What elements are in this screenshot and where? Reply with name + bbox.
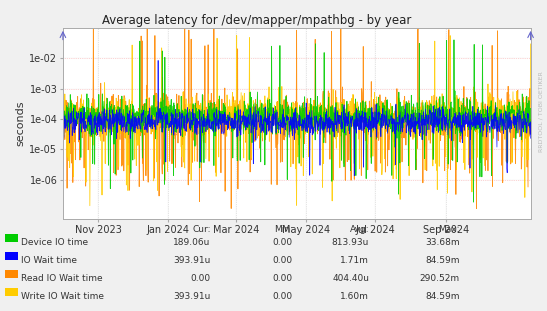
Text: Min:: Min:: [274, 225, 293, 234]
Text: 393.91u: 393.91u: [173, 256, 211, 265]
Text: Average latency for /dev/mapper/mpathbg - by year: Average latency for /dev/mapper/mpathbg …: [102, 14, 412, 27]
Text: 84.59m: 84.59m: [425, 292, 459, 301]
Text: 1.71m: 1.71m: [340, 256, 369, 265]
Text: 393.91u: 393.91u: [173, 292, 211, 301]
Text: Cur:: Cur:: [192, 225, 211, 234]
Text: Max:: Max:: [438, 225, 459, 234]
Text: 404.40u: 404.40u: [332, 274, 369, 283]
Text: 813.93u: 813.93u: [332, 238, 369, 247]
Text: Read IO Wait time: Read IO Wait time: [21, 274, 103, 283]
Text: 0.00: 0.00: [190, 274, 211, 283]
Text: 33.68m: 33.68m: [425, 238, 459, 247]
Text: IO Wait time: IO Wait time: [21, 256, 77, 265]
Text: 84.59m: 84.59m: [425, 256, 459, 265]
Text: 0.00: 0.00: [272, 256, 293, 265]
Text: Write IO Wait time: Write IO Wait time: [21, 292, 104, 301]
Text: 1.60m: 1.60m: [340, 292, 369, 301]
Text: 0.00: 0.00: [272, 292, 293, 301]
Y-axis label: seconds: seconds: [15, 101, 25, 146]
Text: Avg:: Avg:: [350, 225, 369, 234]
Text: Device IO time: Device IO time: [21, 238, 89, 247]
Text: RRDTOOL / TOBI OETIKER: RRDTOOL / TOBI OETIKER: [539, 72, 544, 152]
Text: 290.52m: 290.52m: [420, 274, 459, 283]
Text: 0.00: 0.00: [272, 238, 293, 247]
Text: 189.06u: 189.06u: [173, 238, 211, 247]
Text: 0.00: 0.00: [272, 274, 293, 283]
